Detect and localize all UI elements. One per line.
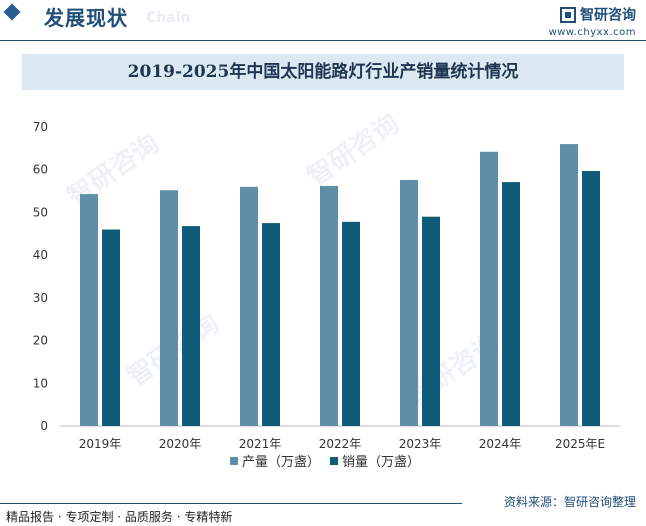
chart-title: 2019-2025年中国太阳能路灯行业产销量统计情况 <box>127 62 519 82</box>
brand-url: www.chyxx.com <box>548 26 636 38</box>
x-tick-label: 2023年 <box>399 437 442 451</box>
brand-logo-icon <box>560 6 576 23</box>
y-tick-label: 0 <box>40 419 48 433</box>
bar-sales <box>582 170 600 426</box>
footer-divider <box>0 503 462 504</box>
x-tick-label: 2024年 <box>479 437 522 451</box>
y-tick-label: 70 <box>33 120 48 134</box>
x-tick-label: 2019年 <box>79 437 122 451</box>
header-band: 发展现状 Chain 智研咨询 www.chyxx.com <box>0 0 646 38</box>
y-tick-label: 60 <box>33 163 48 177</box>
y-tick-label: 10 <box>33 376 48 390</box>
y-tick-label: 20 <box>33 334 48 348</box>
brand-name: 智研咨询 <box>580 7 636 24</box>
bar-production <box>400 179 418 426</box>
footer-tagline: 精品报告 · 专项定制 · 品质服务 · 专精特新 <box>6 510 233 524</box>
legend-swatch <box>230 457 238 465</box>
bar-sales <box>422 216 440 426</box>
chart-title-box: 2019-2025年中国太阳能路灯行业产销量统计情况 <box>22 54 624 90</box>
x-tick-label: 2022年 <box>319 437 362 451</box>
section-title: 发展现状 <box>44 6 128 30</box>
bar-production <box>80 194 98 426</box>
bar-sales <box>182 226 200 426</box>
bar-sales <box>262 223 280 426</box>
bar-production <box>240 186 258 426</box>
y-tick-label: 50 <box>33 205 48 219</box>
source-note: 资料来源：智研咨询整理 <box>503 495 636 509</box>
x-tick-label: 2021年 <box>239 437 282 451</box>
bar-production <box>560 144 578 427</box>
brand: 智研咨询 www.chyxx.com <box>549 4 636 38</box>
bar-production <box>480 151 498 426</box>
header-divider <box>0 40 646 41</box>
y-tick-label: 30 <box>33 291 48 305</box>
bar-sales <box>102 229 120 426</box>
bar-production <box>160 190 178 426</box>
legend-label: 产量（万盏） <box>242 455 320 470</box>
bar-production <box>320 185 338 426</box>
y-tick-label: 40 <box>33 248 48 262</box>
x-tick-label: 2025年E <box>555 437 605 451</box>
legend-label: 销量（万盏） <box>342 455 420 470</box>
section-subtitle: Chain <box>146 10 191 26</box>
bar-sales <box>502 182 520 426</box>
legend-swatch <box>330 457 338 465</box>
bar-sales <box>342 221 360 426</box>
x-tick-label: 2020年 <box>159 437 202 451</box>
